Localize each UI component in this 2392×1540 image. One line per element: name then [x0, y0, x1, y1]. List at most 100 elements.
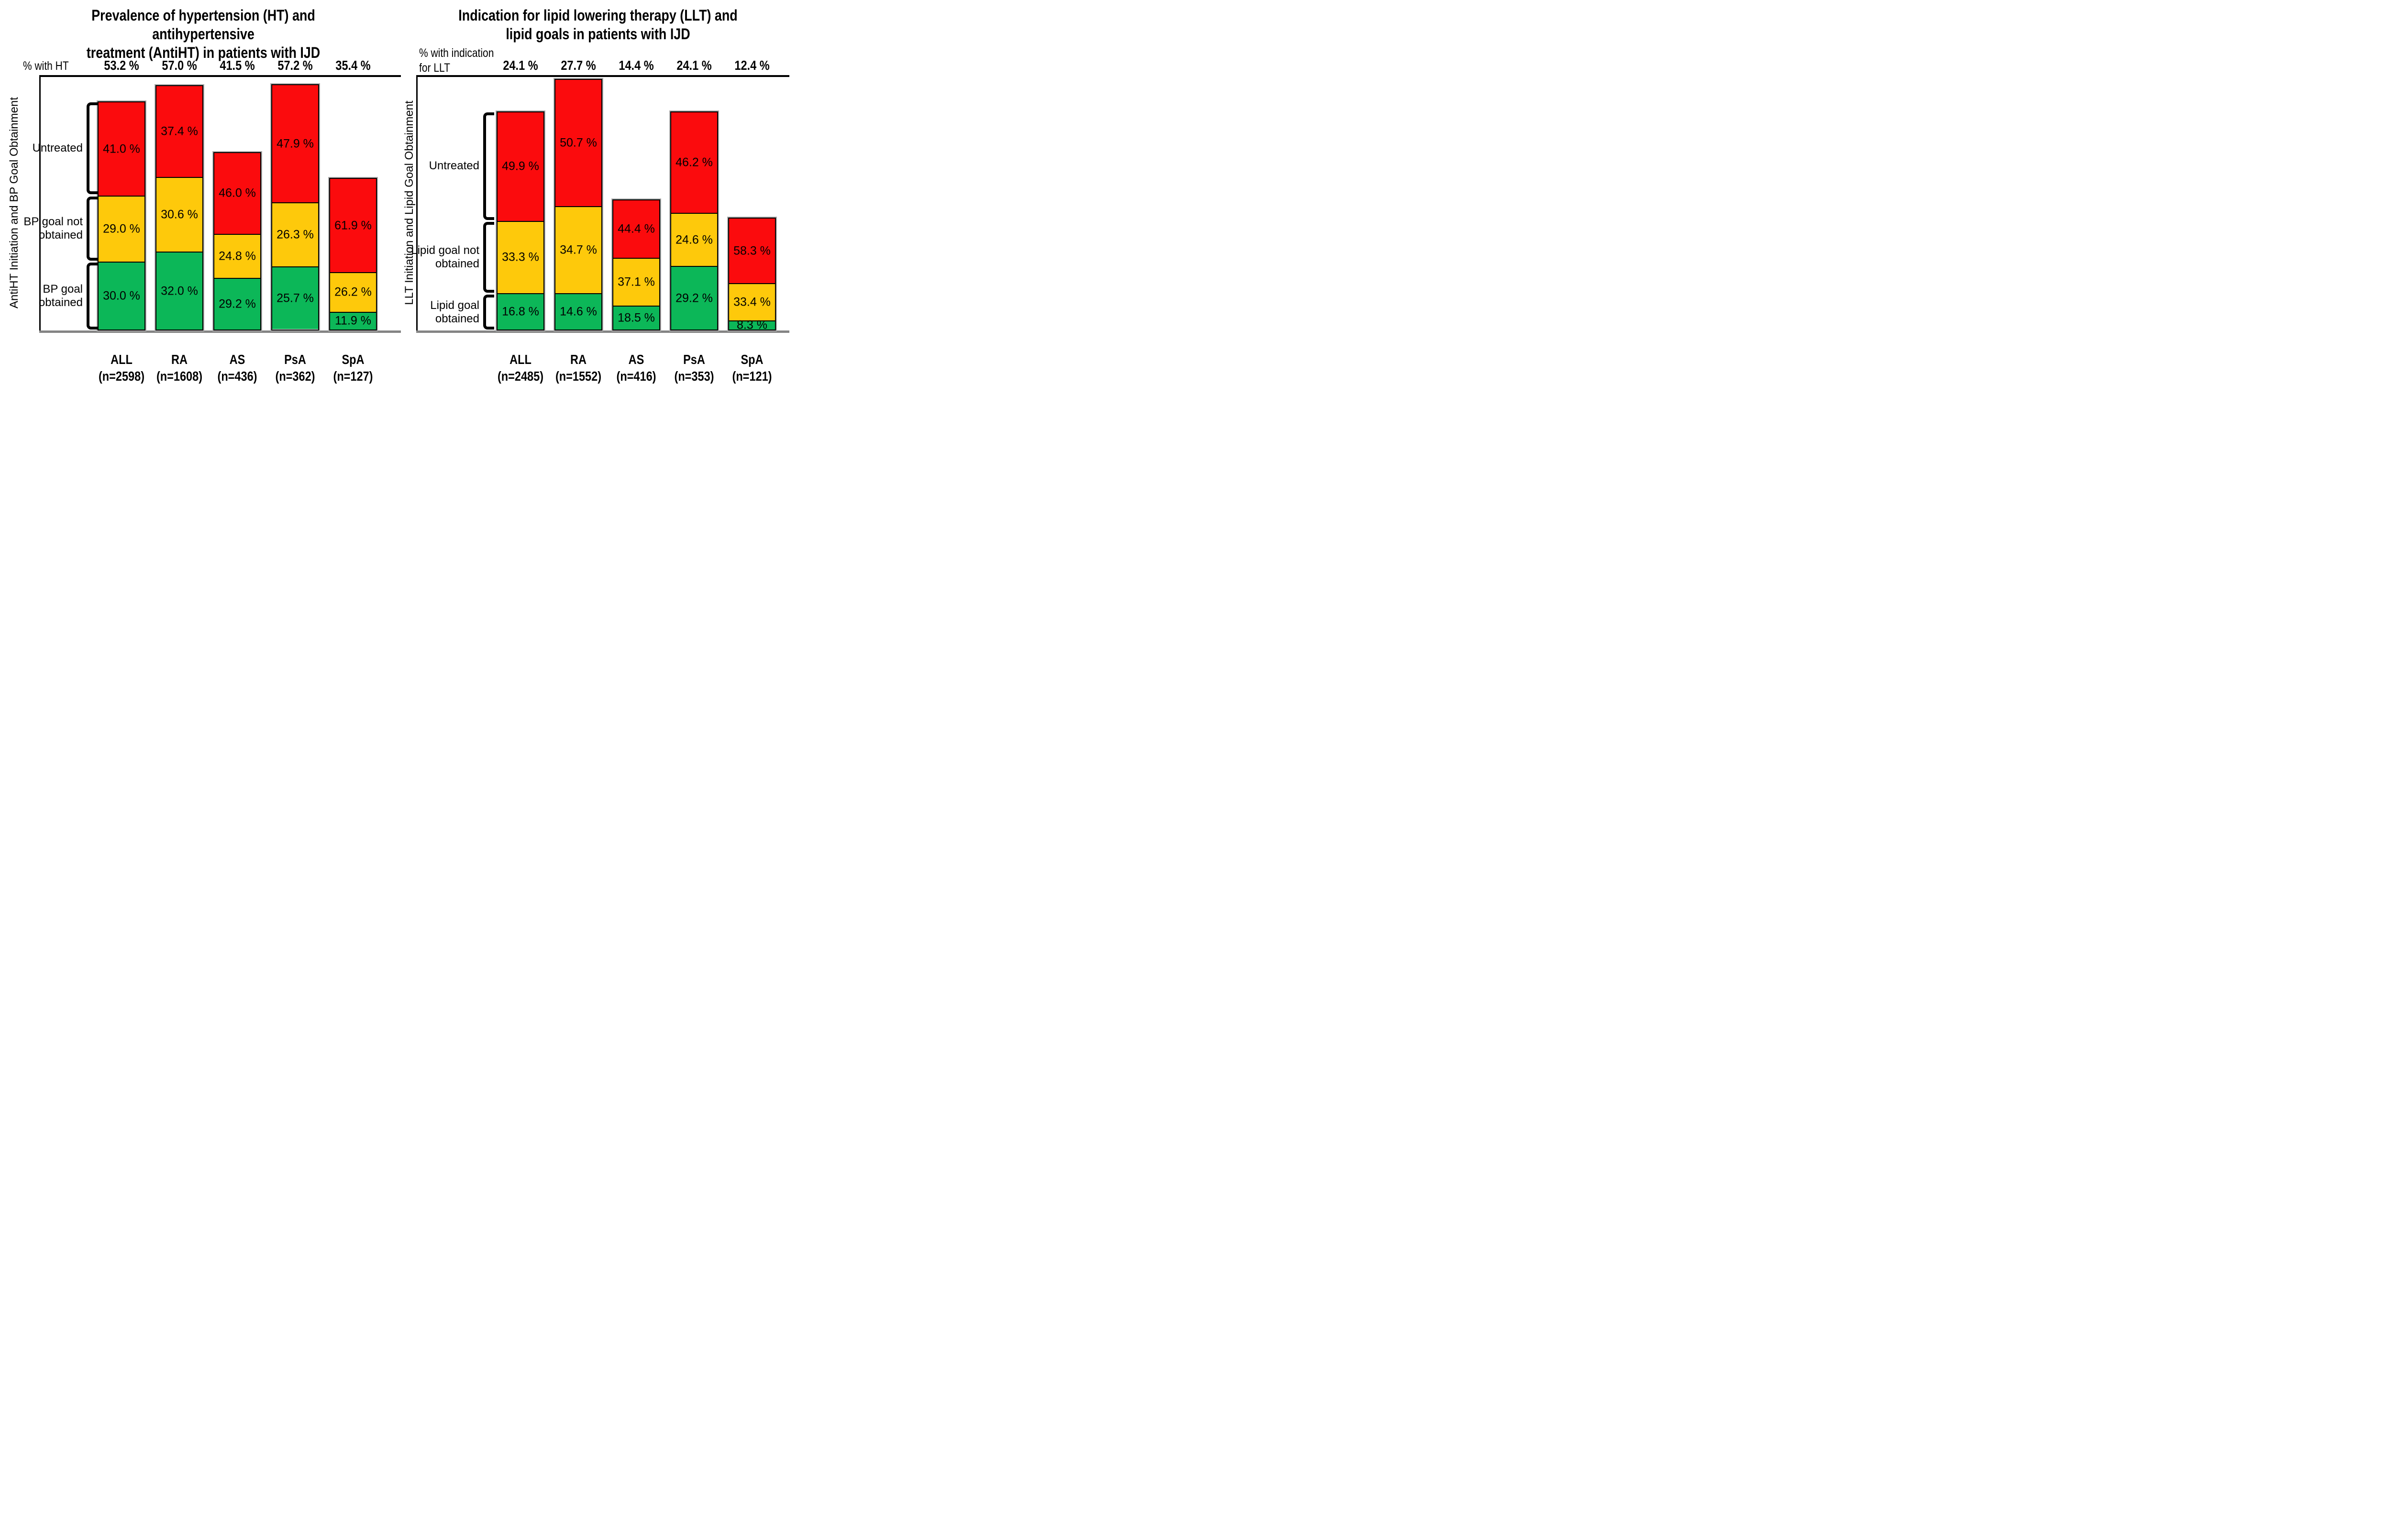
- segment-value-label: 33.3 %: [502, 250, 539, 264]
- header-line: [39, 75, 401, 77]
- bar-all: 41.0 % 29.0 % 30.0 %: [98, 101, 145, 330]
- bar-segment: 33.4 %: [729, 283, 775, 320]
- bar-segment: 29.2 %: [671, 266, 717, 330]
- total-percent-label: 53.2 %: [104, 58, 139, 73]
- bracket-label: Lipid goal not obtained: [411, 243, 479, 270]
- category-name: PsA: [284, 352, 306, 367]
- figure-canvas: Prevalence of hypertension (HT) and anti…: [0, 0, 791, 385]
- category-n-count: (n=127): [333, 369, 373, 384]
- category-label: RA (n=1608): [147, 351, 211, 385]
- category-name: ALL: [509, 352, 532, 367]
- bar-segment: 44.4 %: [613, 200, 659, 258]
- category-name: PsA: [683, 352, 705, 367]
- total-percent-label: 41.5 %: [220, 58, 255, 73]
- bar-segment: 11.9 %: [330, 311, 376, 330]
- segment-value-label: 49.9 %: [502, 159, 539, 173]
- chart-ht-title: Prevalence of hypertension (HT) and anti…: [44, 6, 362, 62]
- bar-segment: 32.0 %: [156, 252, 202, 330]
- bar-segment: 30.6 %: [156, 177, 202, 252]
- chart-llt-title-line2: lipid goals in patients with IJD: [506, 25, 690, 43]
- segment-value-label: 8.3 %: [737, 318, 767, 332]
- category-name: ALL: [111, 352, 133, 367]
- bar-psa: 46.2 % 24.6 % 29.2 %: [670, 111, 718, 330]
- bar-as: 44.4 % 37.1 % 18.5 %: [612, 199, 660, 330]
- bar-segment: 33.3 %: [498, 220, 543, 293]
- segment-value-label: 29.2 %: [219, 297, 256, 311]
- bracket: [483, 112, 494, 220]
- bar-segment: 34.7 %: [555, 206, 601, 293]
- segment-value-label: 18.5 %: [618, 311, 655, 325]
- segment-value-label: 30.6 %: [161, 208, 198, 221]
- segment-value-label: 16.8 %: [502, 305, 539, 319]
- x-baseline: [416, 330, 789, 333]
- bar-segment: 46.0 %: [214, 153, 260, 234]
- segment-value-label: 47.9 %: [277, 137, 314, 151]
- bar-segment: 25.7 %: [272, 266, 318, 330]
- chart-ht-title-line2: treatment (AntiHT) in patients with IJD: [86, 44, 321, 61]
- segment-value-label: 26.2 %: [334, 285, 372, 299]
- chart-llt-title-line1: Indication for lipid lowering therapy (L…: [458, 7, 738, 24]
- bracket-label: Untreated: [32, 142, 83, 155]
- category-name: AS: [229, 352, 245, 367]
- total-percent-label: 27.7 %: [561, 58, 596, 73]
- segment-value-label: 44.4 %: [618, 222, 655, 236]
- bar-segment: 14.6 %: [555, 293, 601, 330]
- bracket: [483, 295, 494, 330]
- segment-value-label: 29.0 %: [103, 222, 140, 236]
- bar-segment: 37.1 %: [613, 258, 659, 306]
- segment-value-label: 11.9 %: [335, 314, 371, 328]
- bar-segment: 26.2 %: [330, 272, 376, 312]
- category-label: PsA (n=353): [662, 351, 726, 385]
- category-label: ALL (n=2485): [488, 351, 553, 385]
- category-label: AS (n=416): [604, 351, 668, 385]
- bar-segment: 26.3 %: [272, 202, 318, 267]
- category-n-count: (n=2598): [98, 369, 145, 384]
- bar-segment: 30.0 %: [99, 261, 144, 330]
- category-n-count: (n=1552): [555, 369, 602, 384]
- category-name: RA: [570, 352, 587, 367]
- segment-value-label: 33.4 %: [733, 295, 771, 309]
- total-percent-label: 35.4 %: [335, 58, 371, 73]
- category-n-count: (n=362): [275, 369, 315, 384]
- segment-value-label: 37.1 %: [618, 275, 655, 289]
- bracket: [87, 263, 98, 330]
- bar-segment: 24.6 %: [671, 212, 717, 266]
- category-n-count: (n=1608): [156, 369, 203, 384]
- bar-ra: 37.4 % 30.6 % 32.0 %: [155, 85, 203, 330]
- chart-llt-y-axis-label: LLT Initiation and Lipid Goal Obtainment: [403, 100, 416, 305]
- category-n-count: (n=436): [217, 369, 257, 384]
- segment-value-label: 46.0 %: [219, 186, 256, 200]
- category-n-count: (n=416): [616, 369, 656, 384]
- bar-segment: 8.3 %: [729, 318, 775, 332]
- category-label: SpA (n=127): [321, 351, 385, 385]
- bar-all: 49.9 % 33.3 % 16.8 %: [497, 111, 544, 330]
- bar-ra: 50.7 % 34.7 % 14.6 %: [554, 78, 602, 330]
- category-name: SpA: [741, 352, 764, 367]
- percent-with-ht-label: % with HT: [23, 59, 69, 73]
- bracket: [483, 221, 494, 293]
- segment-value-label: 24.6 %: [676, 233, 713, 247]
- bar-segment: 41.0 %: [99, 102, 144, 196]
- category-n-count: (n=2485): [497, 369, 544, 384]
- bar-segment: 61.9 %: [330, 179, 376, 273]
- category-label: ALL (n=2598): [89, 351, 154, 385]
- category-name: AS: [628, 352, 644, 367]
- total-percent-label: 57.0 %: [162, 58, 197, 73]
- segment-value-label: 46.2 %: [676, 155, 713, 169]
- segment-value-label: 30.0 %: [103, 289, 140, 303]
- x-baseline: [39, 330, 401, 333]
- bar-segment: 49.9 %: [498, 112, 543, 221]
- bar-segment: 47.9 %: [272, 85, 318, 202]
- bar-as: 46.0 % 24.8 % 29.2 %: [213, 152, 261, 330]
- category-label: PsA (n=362): [263, 351, 327, 385]
- category-name: RA: [171, 352, 188, 367]
- bracket-label: BP goal obtained: [38, 283, 83, 309]
- y-axis-line: [416, 75, 418, 330]
- bracket-label: Lipid goal obtained: [430, 298, 479, 325]
- segment-value-label: 24.8 %: [219, 249, 256, 263]
- bar-segment: 29.0 %: [99, 195, 144, 262]
- bar-segment: 46.2 %: [671, 112, 717, 213]
- percent-with-llt-indication-label-line2: for LLT: [419, 61, 450, 75]
- segment-value-label: 61.9 %: [334, 219, 372, 232]
- bracket-label: BP goal not obtained: [23, 215, 83, 242]
